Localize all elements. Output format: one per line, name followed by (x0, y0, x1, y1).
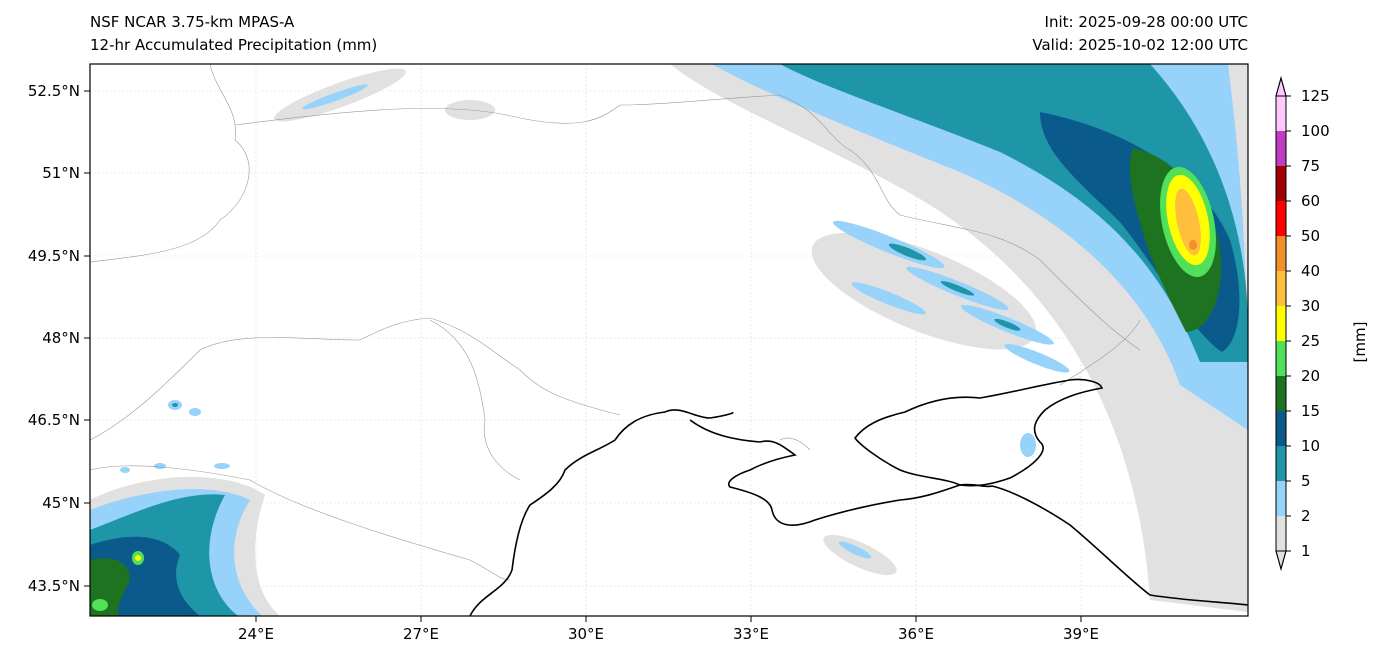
lat-label: 51°N (42, 164, 80, 182)
lon-label: 39°E (1062, 625, 1100, 643)
axis-ticks (84, 90, 1082, 622)
colorbar-level-label: 75 (1301, 157, 1321, 175)
lon-label: 33°E (732, 625, 770, 643)
colorbar-segment (1276, 446, 1286, 481)
lon-label: 27°E (402, 625, 440, 643)
coastline (469, 378, 1248, 616)
lat-label: 48°N (42, 329, 80, 347)
precip-crimea-south (823, 433, 1036, 576)
valid-time: Valid: 2025-10-02 12:00 UTC (1032, 36, 1248, 54)
colorbar-segment (1276, 341, 1286, 376)
colorbar-level-label: 60 (1301, 192, 1321, 210)
colorbar-segment (1276, 236, 1286, 271)
precip-streaks (811, 220, 1070, 373)
lat-label: 52.5°N (27, 82, 80, 100)
colorbar-level-label: 5 (1301, 472, 1311, 490)
precip-nw (274, 68, 495, 122)
map-frame (89, 63, 1249, 617)
colorbar-unit-label: [mm] (1351, 321, 1369, 363)
colorbar-segment (1276, 131, 1286, 166)
lat-label: 43.5°N (27, 577, 80, 595)
colorbar-segment (1276, 201, 1286, 236)
colorbar-segment (1276, 481, 1286, 516)
colorbar-max-extend (1275, 76, 1287, 97)
colorbar (1275, 76, 1291, 571)
colorbar-level-label: 20 (1301, 367, 1321, 385)
precip-sw (90, 400, 280, 616)
colorbar-level-label: 2 (1301, 507, 1311, 525)
colorbar-segment (1276, 306, 1286, 341)
colorbar-level-label: 50 (1301, 227, 1321, 245)
colorbar-segment (1276, 411, 1286, 446)
lat-label: 45°N (42, 494, 80, 512)
model-title: NSF NCAR 3.75-km MPAS-A (90, 13, 295, 31)
lat-label: 46.5°N (27, 411, 80, 429)
colorbar-level-label: 25 (1301, 332, 1321, 350)
colorbar-level-label: 40 (1301, 262, 1321, 280)
colorbar-segment (1276, 376, 1286, 411)
country-borders (90, 64, 1248, 606)
colorbar-segment (1276, 516, 1286, 551)
colorbar-segment (1276, 166, 1286, 201)
lon-label: 30°E (567, 625, 605, 643)
colorbar-level-label: 125 (1301, 87, 1330, 105)
colorbar-level-label: 10 (1301, 437, 1321, 455)
colorbar-level-label: 30 (1301, 297, 1321, 315)
lon-label: 24°E (237, 625, 275, 643)
lon-label: 36°E (897, 625, 935, 643)
colorbar-min-extend (1275, 550, 1287, 571)
precip-ne-band (670, 64, 1248, 612)
init-time: Init: 2025-09-28 00:00 UTC (1044, 13, 1248, 31)
colorbar-level-label: 1 (1301, 542, 1311, 560)
field-title: 12-hr Accumulated Precipitation (mm) (90, 36, 378, 54)
lat-label: 49.5°N (27, 247, 80, 265)
colorbar-segment (1276, 271, 1286, 306)
colorbar-level-label: 15 (1301, 402, 1321, 420)
colorbar-segment (1276, 96, 1286, 131)
colorbar-level-label: 100 (1301, 122, 1330, 140)
